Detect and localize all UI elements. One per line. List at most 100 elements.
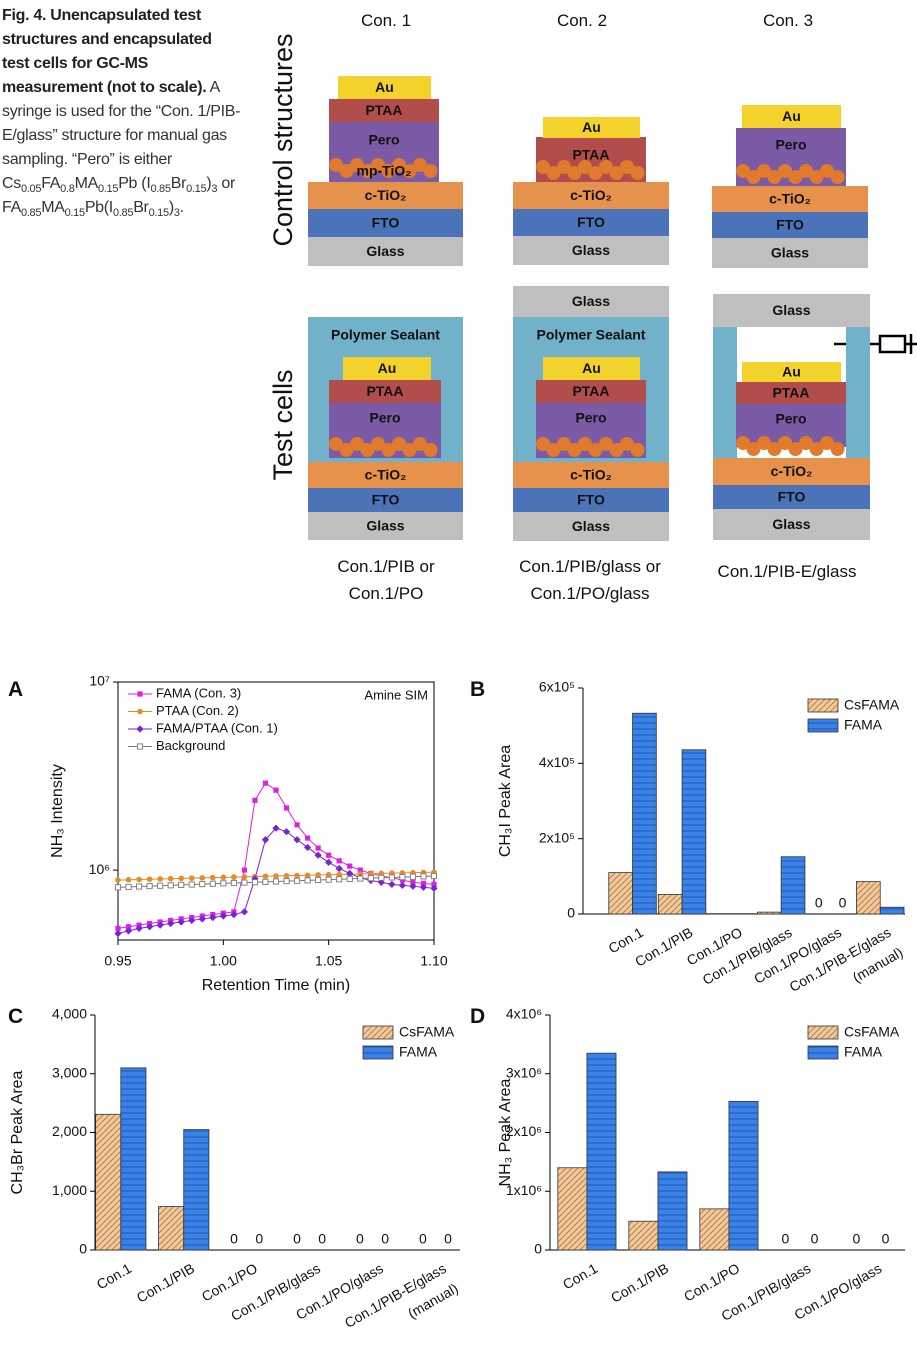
layer-label: c-TiO₂ xyxy=(570,187,612,203)
marker xyxy=(326,853,331,858)
marker xyxy=(284,873,290,879)
marker xyxy=(115,877,121,883)
x-tick-label: Con.1/PIB xyxy=(608,1260,671,1306)
legend-swatch xyxy=(808,719,838,732)
page: Fig. 4. Unencapsulated test structures a… xyxy=(0,0,917,1346)
marker xyxy=(347,864,352,869)
bar xyxy=(121,1068,146,1250)
legend-label: CsFAMA xyxy=(844,697,900,713)
marker xyxy=(388,881,395,888)
bar xyxy=(781,857,805,914)
panel-label: D xyxy=(470,1005,485,1028)
value-label: 0 xyxy=(419,1231,427,1247)
marker xyxy=(242,880,247,885)
x-tick-label: Con.1 xyxy=(94,1260,135,1293)
marker xyxy=(305,878,310,883)
bar xyxy=(658,1172,687,1250)
marker xyxy=(231,874,237,880)
marker xyxy=(284,805,289,810)
marker xyxy=(263,873,269,879)
marker xyxy=(305,835,310,840)
bar xyxy=(558,1168,587,1250)
marker xyxy=(337,877,342,882)
marker xyxy=(189,882,194,887)
layer-label: Glass xyxy=(572,242,610,258)
marker xyxy=(336,865,343,872)
bar xyxy=(682,750,706,914)
marker xyxy=(126,884,131,889)
layer-label: FTO xyxy=(778,489,806,505)
bar xyxy=(609,873,633,914)
layer-label: Pero xyxy=(369,410,400,426)
y-tick-label: 0 xyxy=(534,1241,542,1257)
cell-caption: Con.1/PO/glass xyxy=(530,584,649,603)
figure: Con. 1 Con. 2 Con. 3 Control structures … xyxy=(0,0,917,1346)
value-label: 0 xyxy=(852,1231,860,1247)
marker xyxy=(168,876,174,882)
y-tick-label: 10⁶ xyxy=(89,861,110,877)
legend-swatch xyxy=(363,1046,393,1059)
marker xyxy=(136,725,143,732)
bar xyxy=(184,1130,209,1250)
marker xyxy=(242,874,248,880)
particle xyxy=(631,166,645,180)
marker xyxy=(231,880,236,885)
value-label: 0 xyxy=(444,1231,452,1247)
legend-label: FAMA xyxy=(399,1044,438,1060)
marker xyxy=(137,709,143,715)
layer xyxy=(846,327,870,458)
marker xyxy=(326,877,331,882)
bar xyxy=(700,1209,729,1250)
marker xyxy=(210,881,215,886)
particle xyxy=(424,164,438,178)
marker xyxy=(199,875,205,881)
legend-label: Background xyxy=(156,738,225,753)
marker xyxy=(263,781,268,786)
marker xyxy=(273,873,279,879)
marker xyxy=(399,882,406,889)
layer-label: c-TiO₂ xyxy=(365,467,407,483)
y-tick-label: 2x10⁵ xyxy=(539,829,575,845)
marker xyxy=(347,876,352,881)
marker xyxy=(126,877,132,883)
marker xyxy=(221,875,227,881)
layer-label: Glass xyxy=(772,302,810,318)
layer-label: PTAA xyxy=(366,383,403,399)
legend-swatch xyxy=(363,1026,393,1039)
panel-label: A xyxy=(8,678,23,701)
layer-label: c-TiO₂ xyxy=(570,467,612,483)
layer-label: FTO xyxy=(776,217,804,233)
layer-label: c-TiO₂ xyxy=(771,463,813,479)
marker xyxy=(263,879,268,884)
value-label: 0 xyxy=(356,1231,364,1247)
marker xyxy=(136,884,141,889)
layer-label: Polymer Sealant xyxy=(331,327,440,343)
bar xyxy=(856,882,880,914)
marker xyxy=(431,873,436,878)
layer-label: Au xyxy=(582,360,601,376)
marker xyxy=(410,874,415,879)
marker xyxy=(337,858,342,863)
marker xyxy=(325,859,332,866)
particle xyxy=(631,443,645,457)
layer-label: Pero xyxy=(368,132,399,148)
bar xyxy=(159,1207,184,1250)
value-label: 0 xyxy=(781,1231,789,1247)
row-label: Test cells xyxy=(268,369,298,480)
marker xyxy=(316,877,321,882)
y-tick-label: 6x10⁵ xyxy=(539,679,575,695)
x-tick-label: Con.1/PIB xyxy=(134,1260,197,1306)
layer-label: Glass xyxy=(366,243,404,259)
layer-label: Glass xyxy=(366,518,404,534)
x-tick-label: 0.95 xyxy=(104,953,131,969)
marker xyxy=(147,876,153,882)
x-tick-label: 1.05 xyxy=(315,953,342,969)
marker xyxy=(294,822,299,827)
marker xyxy=(368,876,373,881)
marker xyxy=(284,879,289,884)
x-tick-label: 1.10 xyxy=(420,953,447,969)
layer-label: Au xyxy=(782,108,801,124)
bar xyxy=(629,1221,658,1250)
value-label: 0 xyxy=(255,1231,263,1247)
y-tick-label: 1,000 xyxy=(52,1182,87,1198)
